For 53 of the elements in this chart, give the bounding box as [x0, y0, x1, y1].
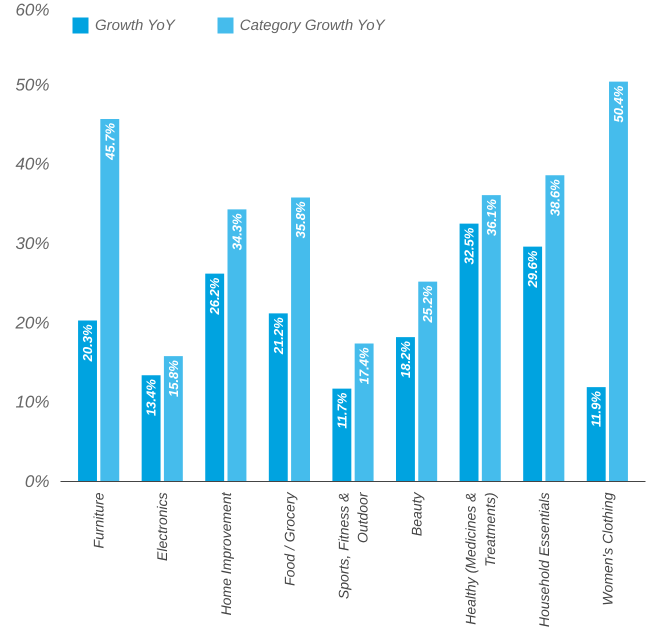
- x-tick-label: Home Improvement: [218, 491, 234, 616]
- bar: [227, 209, 246, 482]
- data-label: 34.3%: [229, 212, 244, 250]
- bar: [78, 320, 97, 482]
- data-label: 17.4%: [356, 347, 372, 384]
- bar: [291, 197, 310, 482]
- y-tick-label: 20%: [14, 313, 50, 332]
- bar: [482, 195, 501, 482]
- legend-label: Growth YoY: [95, 16, 175, 34]
- x-tick-label: Sports, Fitness & Outdoor: [335, 491, 371, 600]
- bar: [142, 375, 161, 482]
- bar: [545, 175, 564, 482]
- legend-label: Category Growth YoY: [240, 16, 385, 34]
- bar: [418, 282, 438, 482]
- data-label: 29.6%: [525, 250, 540, 289]
- y-tick-label: 30%: [15, 234, 50, 253]
- data-label: 32.5%: [462, 227, 477, 265]
- data-label: 26.2%: [207, 277, 222, 316]
- data-label: 35.8%: [293, 201, 308, 238]
- y-tick-label: 60%: [15, 0, 50, 20]
- y-tick-label: 0%: [24, 472, 50, 491]
- data-label: 45.7%: [102, 122, 118, 161]
- data-label: 20.3%: [80, 324, 96, 362]
- data-label: 38.6%: [547, 178, 562, 216]
- bar: [609, 82, 628, 482]
- data-label: 36.1%: [484, 198, 499, 236]
- bar: [164, 356, 183, 482]
- data-label: 25.2%: [420, 285, 436, 324]
- y-tick-label: 10%: [15, 392, 50, 412]
- data-label: 11.9%: [588, 390, 604, 427]
- bar: [100, 118, 120, 482]
- bar: [268, 313, 288, 482]
- bar: [460, 224, 479, 482]
- x-tick-label: Women's Clothing: [599, 492, 616, 606]
- data-label: 21.2%: [270, 316, 286, 356]
- x-tick-label: Electronics: [154, 492, 170, 561]
- x-tick-label: Household Essentials: [536, 492, 552, 628]
- data-label: 11.7%: [334, 392, 350, 429]
- bar: [332, 388, 352, 482]
- data-label: 18.2%: [398, 340, 413, 378]
- bar: [205, 274, 224, 482]
- x-tick-label: Food / Grocery: [281, 492, 298, 586]
- x-tick-label: Beauty: [408, 492, 425, 536]
- bar: [523, 246, 542, 482]
- bar: [396, 337, 415, 482]
- data-label: 13.4%: [144, 378, 159, 416]
- data-label: 15.8%: [166, 360, 181, 398]
- y-tick-label: 50%: [15, 75, 50, 94]
- data-label: 50.4%: [610, 85, 626, 123]
- x-tick-label: Healthy (Medicines & Treatments): [462, 492, 498, 625]
- y-tick-label: 40%: [15, 154, 50, 174]
- x-tick-label: Furniture: [90, 492, 107, 549]
- bar: [354, 343, 374, 482]
